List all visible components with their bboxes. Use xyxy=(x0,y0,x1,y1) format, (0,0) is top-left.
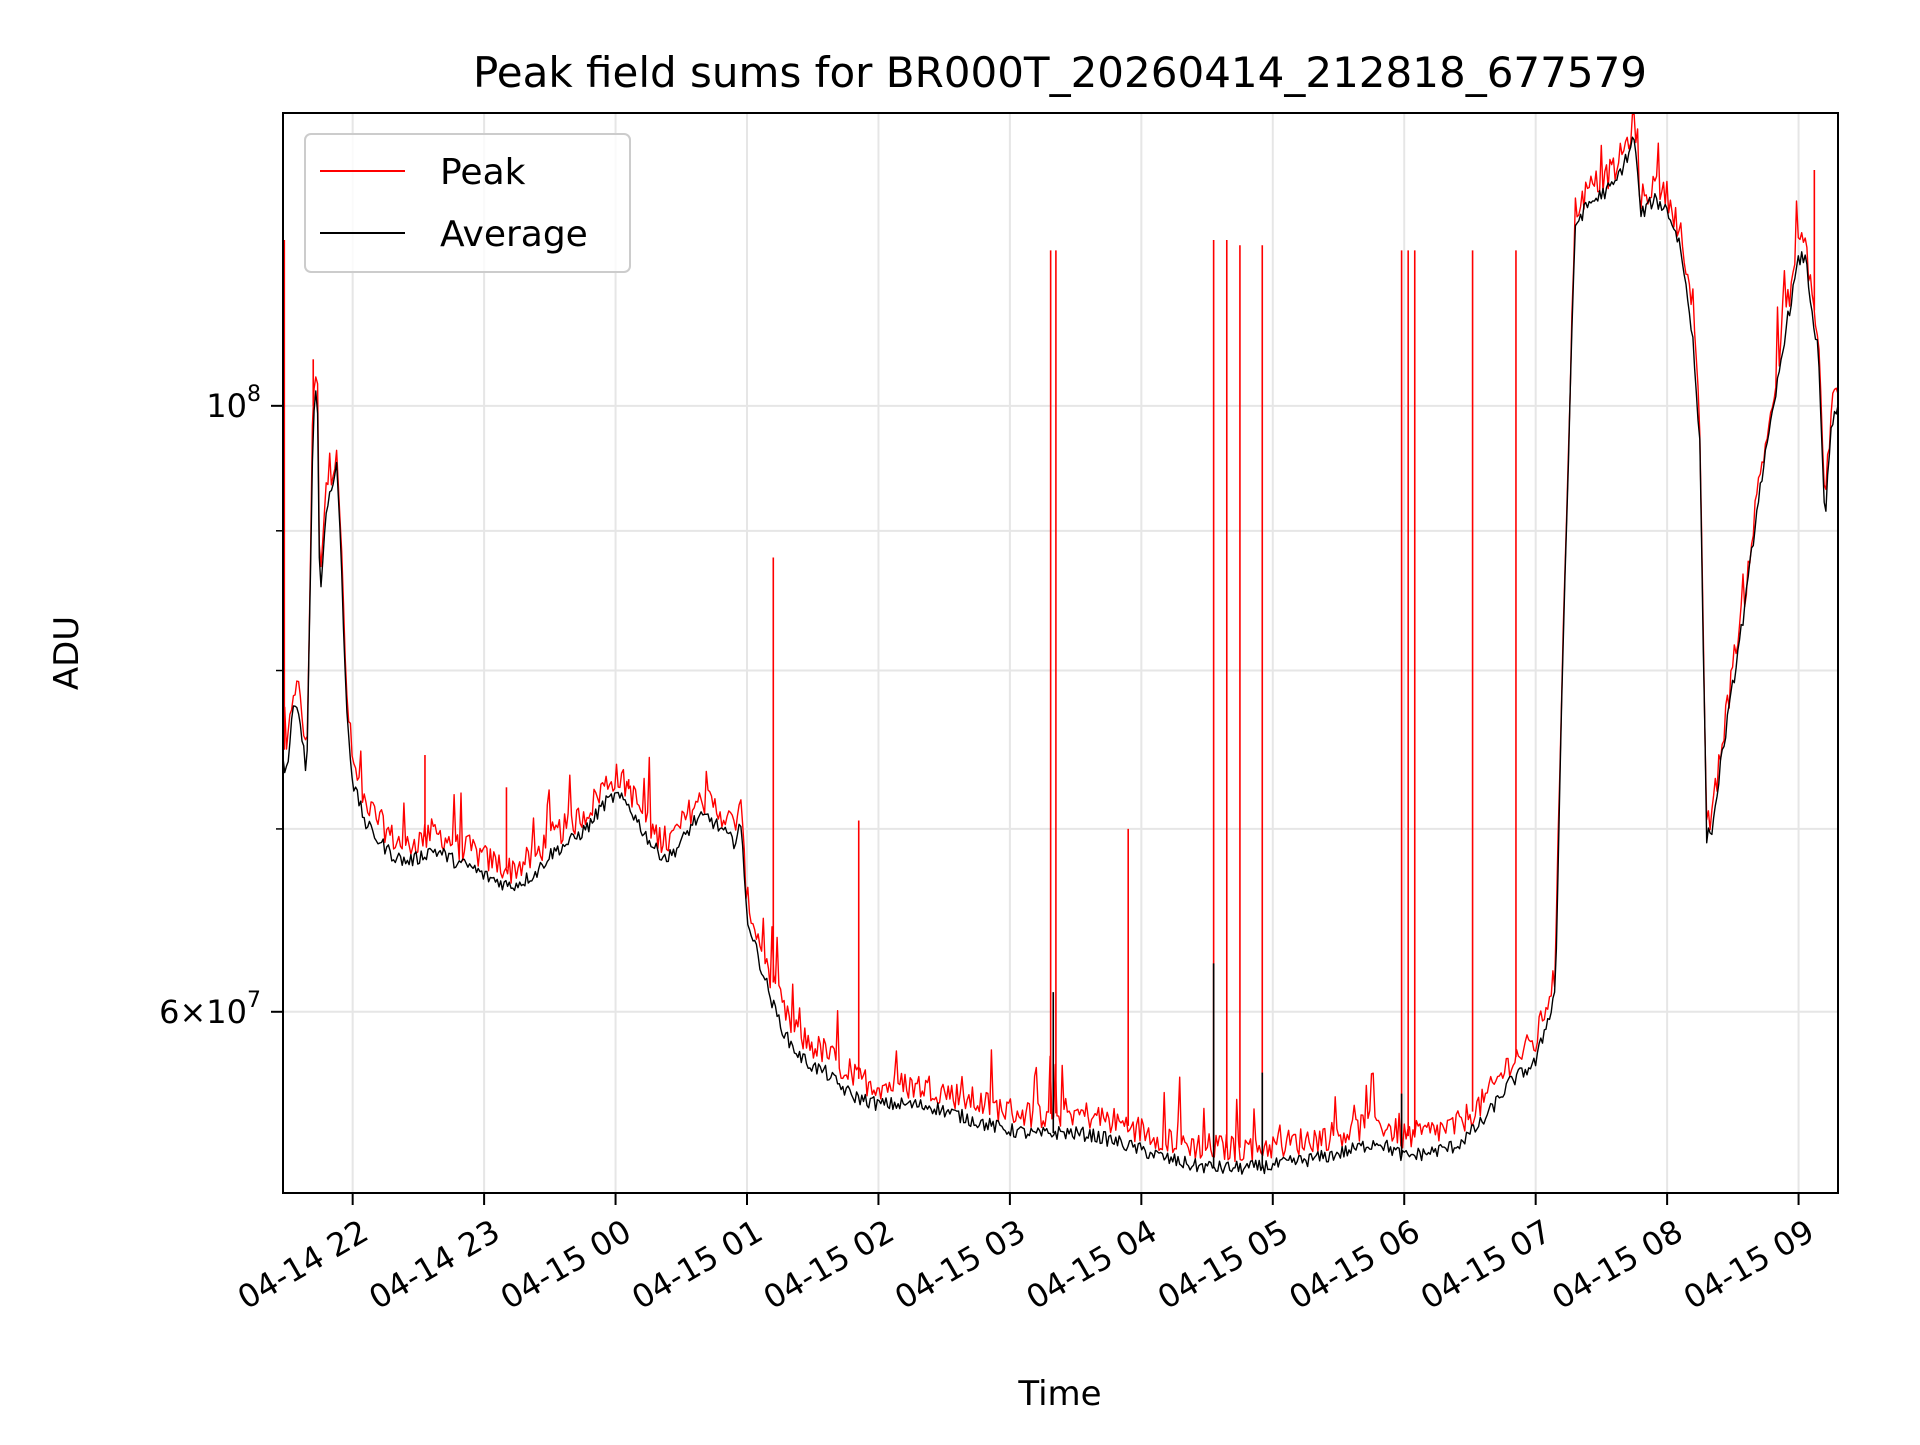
y-tick-label-base: 10 xyxy=(206,387,247,425)
y-tick-label-exponent: 7 xyxy=(247,988,261,1013)
plot-frame xyxy=(282,112,1839,1194)
y-tick-label: 108 xyxy=(206,382,261,425)
legend-box xyxy=(304,133,631,273)
y-tick-label-base: 6×10 xyxy=(159,993,247,1031)
grid xyxy=(283,113,1838,1193)
y-axis-ticks: 6×107 108 xyxy=(159,382,283,1031)
line-average xyxy=(282,136,1839,1175)
legend-label-peak: Peak xyxy=(440,152,526,193)
legend: Peak Average xyxy=(304,133,631,273)
plot-area xyxy=(283,113,1838,1193)
y-tick-label: 6×107 xyxy=(159,988,261,1031)
chart-title: Peak field sums for BR000T_20260414_2128… xyxy=(473,48,1647,97)
y-axis-label: ADU xyxy=(47,616,87,690)
line-peak xyxy=(282,113,1839,1163)
series-peak xyxy=(282,113,1839,1163)
legend-label-average: Average xyxy=(440,214,588,255)
series-average xyxy=(282,136,1839,1175)
series-lines xyxy=(282,113,1839,1175)
x-axis-label: Time xyxy=(1017,1374,1101,1414)
y-tick-label-exponent: 8 xyxy=(247,382,261,407)
